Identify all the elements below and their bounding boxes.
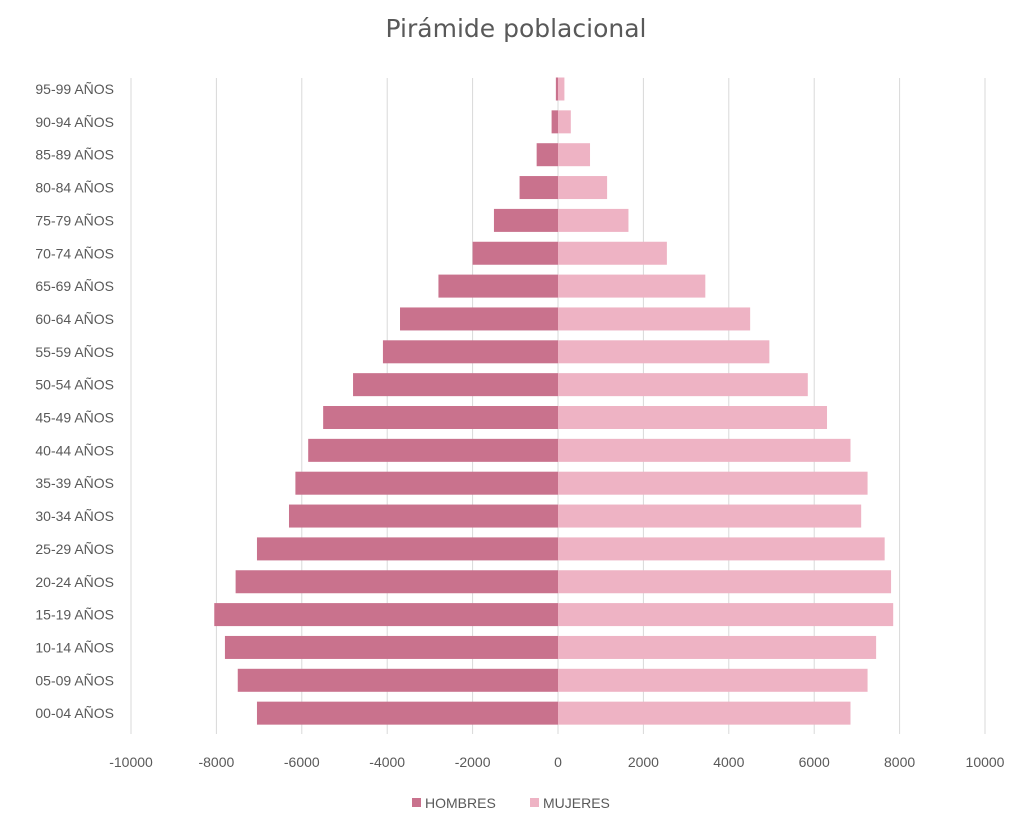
x-tick-label: 10000 <box>966 754 1005 770</box>
bar-hombres <box>472 241 558 265</box>
category-label: 25-29 AÑOS <box>35 541 114 557</box>
category-label: 60-64 AÑOS <box>35 311 114 327</box>
x-tick-label: -10000 <box>109 754 153 770</box>
x-tick-label: 8000 <box>884 754 915 770</box>
x-tick-label: -4000 <box>369 754 405 770</box>
bar-mujeres <box>558 504 862 528</box>
bar-mujeres <box>558 77 565 101</box>
legend: HOMBRES MUJERES <box>412 795 610 811</box>
bar-hombres <box>256 537 558 561</box>
category-label: 35-39 AÑOS <box>35 475 114 491</box>
category-label: 30-34 AÑOS <box>35 508 114 524</box>
bar-hombres <box>555 77 558 101</box>
bar-mujeres <box>558 307 751 331</box>
bar-hombres <box>256 701 558 725</box>
bar-mujeres <box>558 537 885 561</box>
bar-hombres <box>308 438 558 462</box>
category-label: 80-84 AÑOS <box>35 180 114 196</box>
category-label: 40-44 AÑOS <box>35 442 114 458</box>
bar-hombres <box>400 307 558 331</box>
bar-mujeres <box>558 668 868 692</box>
category-label: 65-69 AÑOS <box>35 278 114 294</box>
legend-label-hombres: HOMBRES <box>425 795 496 811</box>
bar-hombres <box>214 603 558 627</box>
bar-hombres <box>224 635 558 659</box>
bar-hombres <box>237 668 558 692</box>
category-label: 45-49 AÑOS <box>35 410 114 426</box>
bar-mujeres <box>558 570 892 594</box>
bar-mujeres <box>558 241 667 265</box>
bar-mujeres <box>558 208 629 232</box>
bar-hombres <box>382 340 558 364</box>
x-axis-tick-labels: -10000 -8000 -6000 -4000 -2000 0 2000 4000 6000 8… <box>109 754 1004 770</box>
bar-hombres <box>323 406 558 429</box>
bar-mujeres <box>558 438 851 462</box>
bars <box>214 77 894 725</box>
bar-mujeres <box>558 406 828 429</box>
bar-hombres <box>295 471 558 495</box>
bar-hombres <box>353 373 558 397</box>
x-tick-label: -6000 <box>284 754 320 770</box>
bar-mujeres <box>558 635 877 659</box>
bar-mujeres <box>558 471 868 495</box>
category-label: 10-14 AÑOS <box>35 639 114 655</box>
bar-mujeres <box>558 274 706 298</box>
x-tick-label: 2000 <box>628 754 659 770</box>
bar-hombres <box>288 504 558 528</box>
bar-mujeres <box>558 701 851 725</box>
bar-mujeres <box>558 176 608 200</box>
bar-mujeres <box>558 603 894 627</box>
x-tick-label: 6000 <box>799 754 830 770</box>
legend-swatch-mujeres <box>530 798 539 807</box>
category-label: 00-04 AÑOS <box>35 705 114 721</box>
bar-hombres <box>536 143 558 167</box>
category-label: 95-99 AÑOS <box>35 81 114 97</box>
legend-label-mujeres: MUJERES <box>543 795 610 811</box>
x-tick-label: 4000 <box>713 754 744 770</box>
bar-hombres <box>551 110 558 134</box>
x-tick-label: 0 <box>554 754 562 770</box>
category-label: 05-09 AÑOS <box>35 672 114 688</box>
bar-mujeres <box>558 373 808 397</box>
category-label: 75-79 AÑOS <box>35 212 114 228</box>
category-label: 50-54 AÑOS <box>35 377 114 393</box>
x-tick-label: -8000 <box>198 754 234 770</box>
bar-mujeres <box>558 110 571 134</box>
category-label: 15-19 AÑOS <box>35 607 114 623</box>
x-tick-label: -2000 <box>455 754 491 770</box>
category-label: 55-59 AÑOS <box>35 344 114 360</box>
category-label: 90-94 AÑOS <box>35 114 114 130</box>
legend-swatch-hombres <box>412 798 421 807</box>
category-labels: 95-99 AÑOS 90-94 AÑOS 85-89 AÑOS 80-84 AÑOS… <box>35 81 114 721</box>
category-label: 20-24 AÑOS <box>35 574 114 590</box>
category-label: 70-74 AÑOS <box>35 245 114 261</box>
category-label: 85-89 AÑOS <box>35 147 114 163</box>
bar-mujeres <box>558 143 591 167</box>
bar-hombres <box>438 274 558 298</box>
bar-hombres <box>493 208 558 232</box>
chart-title: Pirámide poblacional <box>386 14 647 43</box>
bar-hombres <box>519 176 558 200</box>
bar-hombres <box>235 570 559 594</box>
bar-mujeres <box>558 340 770 364</box>
